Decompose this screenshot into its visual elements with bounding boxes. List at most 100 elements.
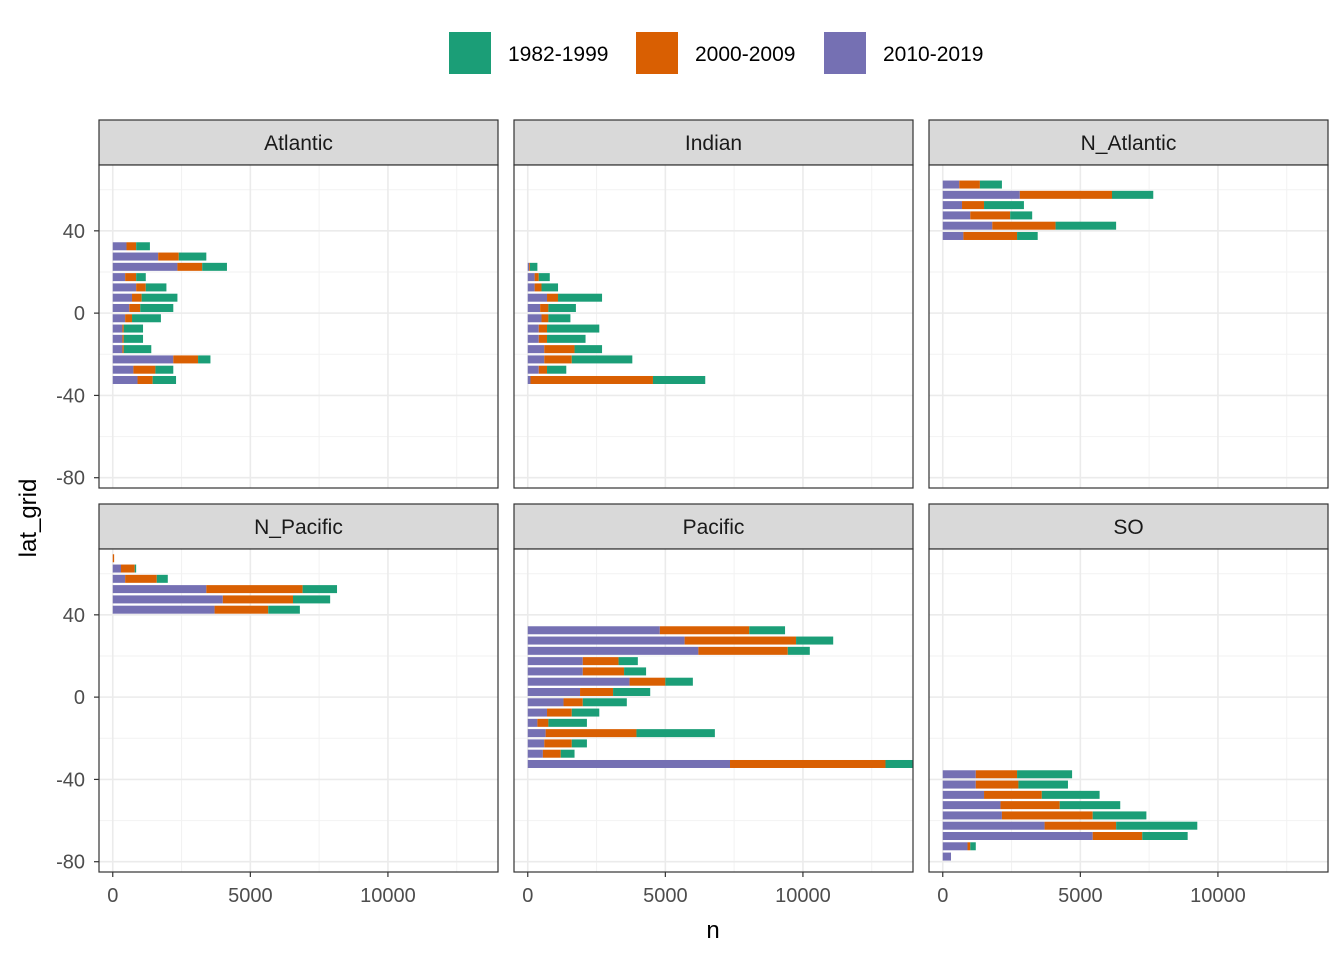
bar-2010-2019 bbox=[527, 687, 581, 696]
bar-2000-2009 bbox=[214, 605, 269, 614]
x-tick-label: 10000 bbox=[1190, 885, 1246, 907]
bar-1982-1999 bbox=[787, 646, 810, 655]
legend-swatch-2010-2019 bbox=[824, 32, 866, 74]
bar-1982-1999 bbox=[652, 375, 706, 384]
panel-border bbox=[513, 164, 914, 489]
panel-N_Atlantic: N_Atlantic bbox=[928, 119, 1329, 489]
bar-1982-1999 bbox=[1142, 831, 1188, 840]
bar-2010-2019 bbox=[112, 375, 138, 384]
bar-1982-1999 bbox=[984, 201, 1024, 210]
bar-2010-2019 bbox=[527, 657, 583, 666]
bar-2000-2009 bbox=[126, 242, 137, 251]
bar-2010-2019 bbox=[112, 262, 178, 271]
x-tick-label: 5000 bbox=[1058, 885, 1103, 907]
bar-2000-2009 bbox=[541, 314, 549, 323]
y-tick-label: 40 bbox=[63, 605, 85, 627]
bar-1982-1999 bbox=[582, 698, 627, 707]
bar-1982-1999 bbox=[1041, 790, 1100, 799]
bar-1982-1999 bbox=[613, 687, 651, 696]
bar-2000-2009 bbox=[177, 262, 203, 271]
bar-2000-2009 bbox=[542, 749, 561, 758]
bar-1982-1999 bbox=[132, 314, 161, 323]
bar-1982-1999 bbox=[1059, 801, 1121, 810]
y-tick-label: 40 bbox=[63, 221, 85, 243]
bar-2010-2019 bbox=[942, 831, 1093, 840]
plot-background bbox=[99, 165, 498, 488]
bar-1982-1999 bbox=[574, 345, 603, 354]
facet-strip bbox=[98, 503, 499, 550]
bar-2010-2019 bbox=[527, 636, 685, 645]
bar-2010-2019 bbox=[527, 293, 548, 302]
bar-2010-2019 bbox=[112, 365, 134, 374]
bar-1982-1999 bbox=[1017, 231, 1038, 240]
bar-1982-1999 bbox=[547, 324, 600, 333]
bar-2010-2019 bbox=[112, 564, 122, 573]
bar-2010-2019 bbox=[527, 345, 545, 354]
bar-1982-1999 bbox=[796, 636, 834, 645]
bar-2010-2019 bbox=[942, 780, 976, 789]
bar-2000-2009 bbox=[544, 345, 575, 354]
y-tick-label: -80 bbox=[56, 468, 85, 490]
x-axis-label: n bbox=[706, 917, 719, 944]
legend-swatch-2000-2009 bbox=[636, 32, 678, 74]
bar-1982-1999 bbox=[198, 355, 211, 364]
bar-2010-2019 bbox=[112, 574, 126, 583]
panel-border bbox=[513, 548, 914, 873]
x-tick-label: 0 bbox=[522, 885, 533, 907]
bar-2000-2009 bbox=[538, 365, 548, 374]
bar-2010-2019 bbox=[527, 375, 531, 384]
bar-2010-2019 bbox=[527, 334, 539, 343]
bar-2000-2009 bbox=[698, 646, 788, 655]
facet-panels: Atlantic Indian N_Atlantic N_Pacific Pacific… bbox=[98, 119, 1329, 873]
bar-2010-2019 bbox=[527, 708, 548, 717]
legend-label-2010-2019: 2010-2019 bbox=[883, 43, 983, 66]
bar-2000-2009 bbox=[992, 221, 1056, 230]
bar-2000-2009 bbox=[544, 739, 572, 748]
bar-2000-2009 bbox=[547, 293, 559, 302]
facet-strip bbox=[928, 503, 1329, 550]
bar-1982-1999 bbox=[202, 262, 227, 271]
panel-border bbox=[98, 548, 499, 873]
bar-2000-2009 bbox=[547, 708, 572, 717]
bar-2010-2019 bbox=[527, 759, 731, 768]
bar-2000-2009 bbox=[534, 283, 542, 292]
bar-2010-2019 bbox=[942, 821, 1045, 830]
bar-1982-1999 bbox=[152, 375, 177, 384]
y-tick-label: -40 bbox=[56, 385, 85, 407]
bar-2000-2009 bbox=[125, 314, 133, 323]
bar-2000-2009 bbox=[136, 283, 146, 292]
bar-2010-2019 bbox=[942, 842, 968, 851]
bar-1982-1999 bbox=[141, 293, 178, 302]
bar-1982-1999 bbox=[571, 708, 600, 717]
x-tick-label: 0 bbox=[107, 885, 118, 907]
panel-Indian: Indian bbox=[513, 119, 914, 489]
bar-2000-2009 bbox=[132, 293, 142, 302]
x-tick-label: 10000 bbox=[775, 885, 831, 907]
bar-2000-2009 bbox=[122, 334, 124, 343]
bar-1982-1999 bbox=[292, 595, 331, 604]
bar-1982-1999 bbox=[970, 842, 976, 851]
legend: 1982-1999 2000-2009 2010-2019 bbox=[449, 32, 983, 74]
bar-2000-2009 bbox=[529, 262, 530, 271]
legend-label-1982-1999: 1982-1999 bbox=[508, 43, 608, 66]
bar-2000-2009 bbox=[222, 595, 293, 604]
panel-SO: SO bbox=[928, 503, 1329, 873]
bar-1982-1999 bbox=[749, 626, 786, 635]
facet-label: N_Atlantic bbox=[1081, 132, 1177, 155]
bar-2000-2009 bbox=[563, 698, 583, 707]
bar-2010-2019 bbox=[527, 646, 699, 655]
bar-1982-1999 bbox=[541, 283, 559, 292]
bar-1982-1999 bbox=[1092, 811, 1147, 820]
bar-1982-1999 bbox=[548, 314, 571, 323]
bar-2010-2019 bbox=[527, 262, 530, 271]
legend-label-2000-2009: 2000-2009 bbox=[695, 43, 795, 66]
bar-2000-2009 bbox=[975, 770, 1018, 779]
bar-1982-1999 bbox=[155, 365, 174, 374]
facet-label: Indian bbox=[685, 132, 742, 155]
bar-2000-2009 bbox=[1044, 821, 1117, 830]
bar-2000-2009 bbox=[121, 564, 135, 573]
bar-1982-1999 bbox=[636, 729, 715, 738]
bar-1982-1999 bbox=[624, 667, 647, 676]
bar-1982-1999 bbox=[302, 585, 338, 594]
bar-2010-2019 bbox=[112, 324, 123, 333]
